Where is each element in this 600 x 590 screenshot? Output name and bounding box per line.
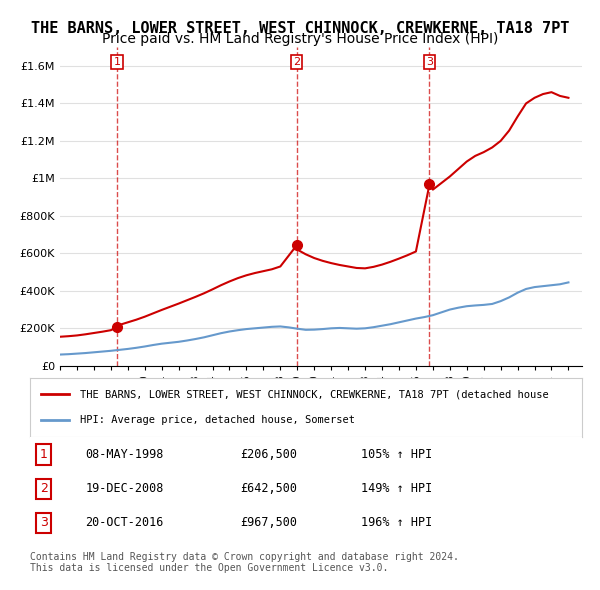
Text: Contains HM Land Registry data © Crown copyright and database right 2024.
This d: Contains HM Land Registry data © Crown c…	[30, 552, 459, 573]
Text: 149% ↑ HPI: 149% ↑ HPI	[361, 482, 433, 495]
Text: THE BARNS, LOWER STREET, WEST CHINNOCK, CREWKERNE, TA18 7PT (detached house: THE BARNS, LOWER STREET, WEST CHINNOCK, …	[80, 389, 548, 399]
Text: 1: 1	[40, 448, 48, 461]
Text: 19-DEC-2008: 19-DEC-2008	[85, 482, 164, 495]
Text: 105% ↑ HPI: 105% ↑ HPI	[361, 448, 433, 461]
Text: 2: 2	[293, 57, 300, 67]
Text: 196% ↑ HPI: 196% ↑ HPI	[361, 516, 433, 529]
Text: £967,500: £967,500	[240, 516, 297, 529]
Text: Price paid vs. HM Land Registry's House Price Index (HPI): Price paid vs. HM Land Registry's House …	[102, 32, 498, 47]
Text: 3: 3	[40, 516, 48, 529]
Text: THE BARNS, LOWER STREET, WEST CHINNOCK, CREWKERNE, TA18 7PT: THE BARNS, LOWER STREET, WEST CHINNOCK, …	[31, 21, 569, 35]
Text: 20-OCT-2016: 20-OCT-2016	[85, 516, 164, 529]
Text: 2: 2	[40, 482, 48, 495]
Text: 08-MAY-1998: 08-MAY-1998	[85, 448, 164, 461]
Text: £206,500: £206,500	[240, 448, 297, 461]
Text: £642,500: £642,500	[240, 482, 297, 495]
Text: HPI: Average price, detached house, Somerset: HPI: Average price, detached house, Some…	[80, 415, 355, 425]
Text: 3: 3	[426, 57, 433, 67]
Text: 1: 1	[113, 57, 121, 67]
